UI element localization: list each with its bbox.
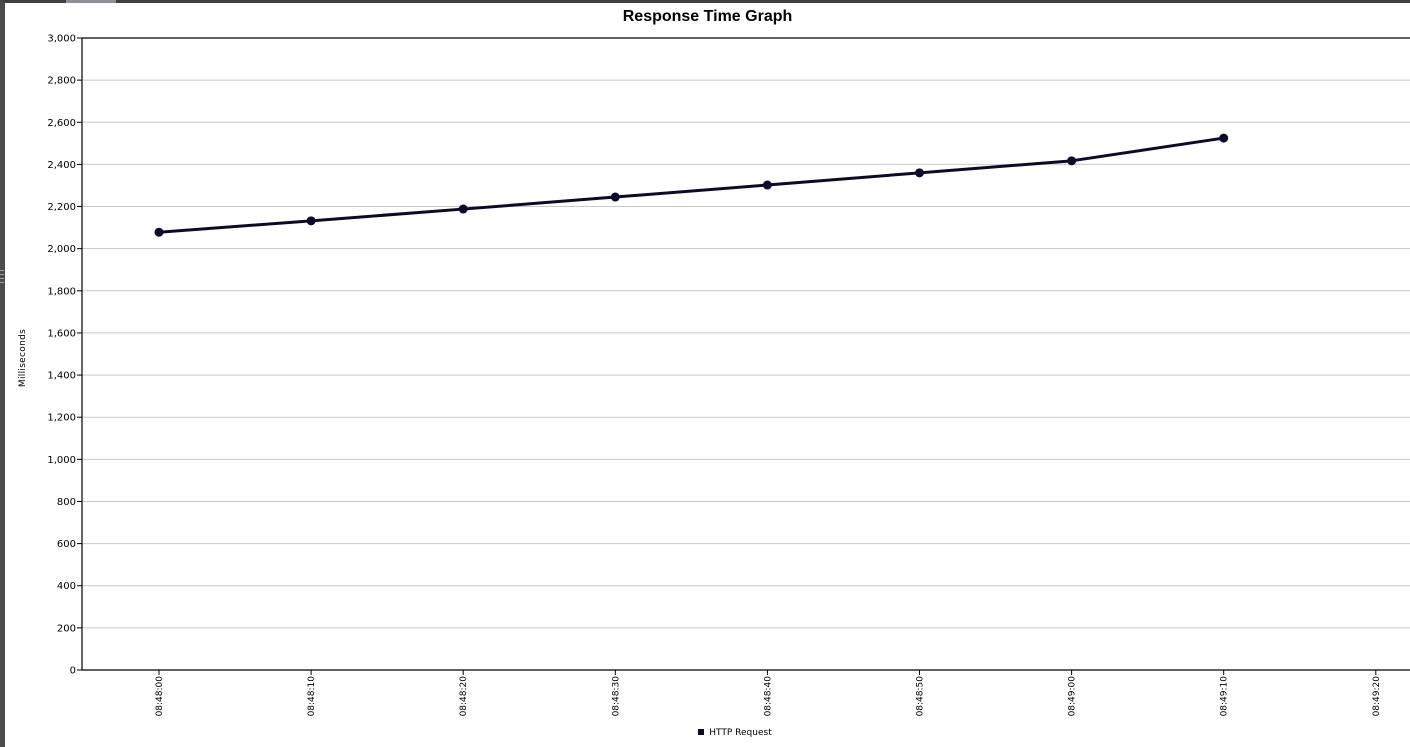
y-tick-label: 1,400	[47, 371, 76, 382]
x-tick-label: 08:48:40	[763, 676, 773, 717]
x-tick-label: 08:48:00	[155, 676, 165, 717]
data-point	[154, 227, 164, 237]
series-layer	[154, 133, 1229, 237]
axes	[81, 37, 1410, 671]
y-tick-label: 400	[57, 581, 76, 592]
y-tick-label: 2,000	[47, 244, 76, 255]
tab-strip-stub	[66, 0, 116, 3]
y-tick-label: 3,000	[47, 34, 76, 45]
y-tick-label: 600	[57, 539, 76, 550]
legend-label: HTTP Request	[709, 728, 772, 738]
x-axis-ticks: 08:48:00 08:48:10 08:48:20 08:48:30 08:48:40…	[155, 670, 1382, 716]
y-tick-label: 1,000	[47, 455, 76, 466]
x-tick-label: 08:48:50	[916, 676, 926, 717]
chart-title: Response Time Graph	[622, 8, 793, 25]
data-point	[762, 180, 772, 190]
x-tick-label: 08:48:10	[307, 676, 317, 717]
y-tick-label: 2,200	[47, 202, 76, 213]
x-tick-label: 08:49:10	[1220, 676, 1230, 717]
gridlines	[82, 79, 1410, 629]
data-point	[915, 168, 924, 178]
y-tick-label: 1,200	[47, 413, 76, 424]
y-axis-ticks: 0 200 400 600 800 1,000 1,200 1,400 1,600 1,800 2,…	[47, 34, 82, 677]
y-tick-label: 0	[70, 666, 76, 677]
x-tick-label: 08:48:30	[611, 676, 621, 717]
splitter-grip[interactable]	[0, 270, 4, 286]
y-tick-label: 2,400	[47, 160, 76, 171]
y-tick-label: 2,800	[47, 76, 76, 87]
y-tick-label: 200	[57, 623, 76, 634]
y-tick-label: 1,600	[47, 328, 76, 339]
data-point	[1067, 156, 1077, 166]
y-axis-title: Milliseconds	[18, 329, 28, 387]
x-tick-label: 08:49:00	[1068, 676, 1078, 717]
series-line	[158, 136, 1224, 234]
data-point	[458, 204, 468, 214]
data-point	[1219, 133, 1229, 143]
y-tick-label: 800	[57, 497, 76, 508]
y-tick-label: 2,600	[47, 118, 76, 129]
legend: HTTP Request	[0, 728, 1410, 738]
data-point	[610, 192, 620, 202]
x-tick-label: 08:48:20	[459, 676, 469, 717]
data-point	[306, 216, 316, 226]
y-tick-label: 1,800	[47, 286, 76, 297]
x-tick-label: 08:49:20	[1372, 676, 1382, 717]
legend-swatch	[698, 729, 705, 735]
